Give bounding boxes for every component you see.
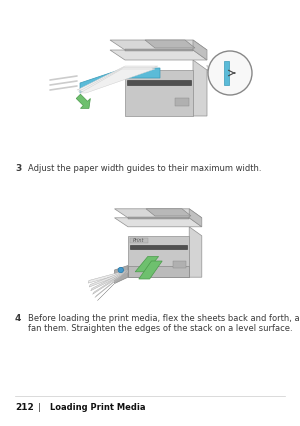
Polygon shape [193, 60, 207, 116]
Text: |: | [38, 403, 41, 412]
Polygon shape [115, 209, 202, 218]
Polygon shape [145, 40, 195, 48]
Text: Adjust the paper width guides to their maximum width.: Adjust the paper width guides to their m… [28, 164, 262, 173]
Text: Before loading the print media, flex the sheets back and forth, and then
fan the: Before loading the print media, flex the… [28, 314, 300, 334]
Bar [128, 217, 189, 219]
Text: 3: 3 [15, 164, 21, 173]
Polygon shape [77, 66, 158, 90]
Polygon shape [189, 209, 202, 227]
Circle shape [118, 267, 124, 273]
Polygon shape [98, 270, 128, 301]
Polygon shape [95, 270, 128, 298]
Bar [175, 98, 189, 106]
Polygon shape [80, 68, 160, 93]
Polygon shape [115, 218, 202, 227]
Text: 212: 212 [15, 403, 34, 412]
Text: Loading Print Media: Loading Print Media [50, 403, 146, 412]
Polygon shape [91, 270, 128, 291]
Polygon shape [125, 70, 193, 116]
Text: 4: 4 [15, 314, 21, 323]
Polygon shape [135, 256, 159, 272]
Bar [130, 238, 148, 243]
Polygon shape [193, 40, 207, 60]
Polygon shape [76, 94, 90, 108]
Bar [127, 80, 191, 85]
Polygon shape [146, 209, 191, 216]
Polygon shape [80, 69, 155, 93]
Polygon shape [89, 270, 128, 287]
Polygon shape [79, 67, 157, 92]
Polygon shape [110, 40, 207, 50]
Text: Print: Print [133, 238, 145, 243]
Polygon shape [128, 236, 189, 277]
Polygon shape [115, 265, 128, 283]
Polygon shape [139, 261, 162, 279]
Bar [173, 261, 186, 268]
Circle shape [208, 51, 252, 95]
Polygon shape [110, 50, 207, 60]
Polygon shape [128, 265, 189, 277]
Polygon shape [189, 227, 202, 277]
Polygon shape [88, 270, 128, 283]
Bar [224, 61, 229, 85]
Bar [125, 49, 193, 51]
Polygon shape [93, 270, 128, 294]
Bar [130, 245, 188, 249]
